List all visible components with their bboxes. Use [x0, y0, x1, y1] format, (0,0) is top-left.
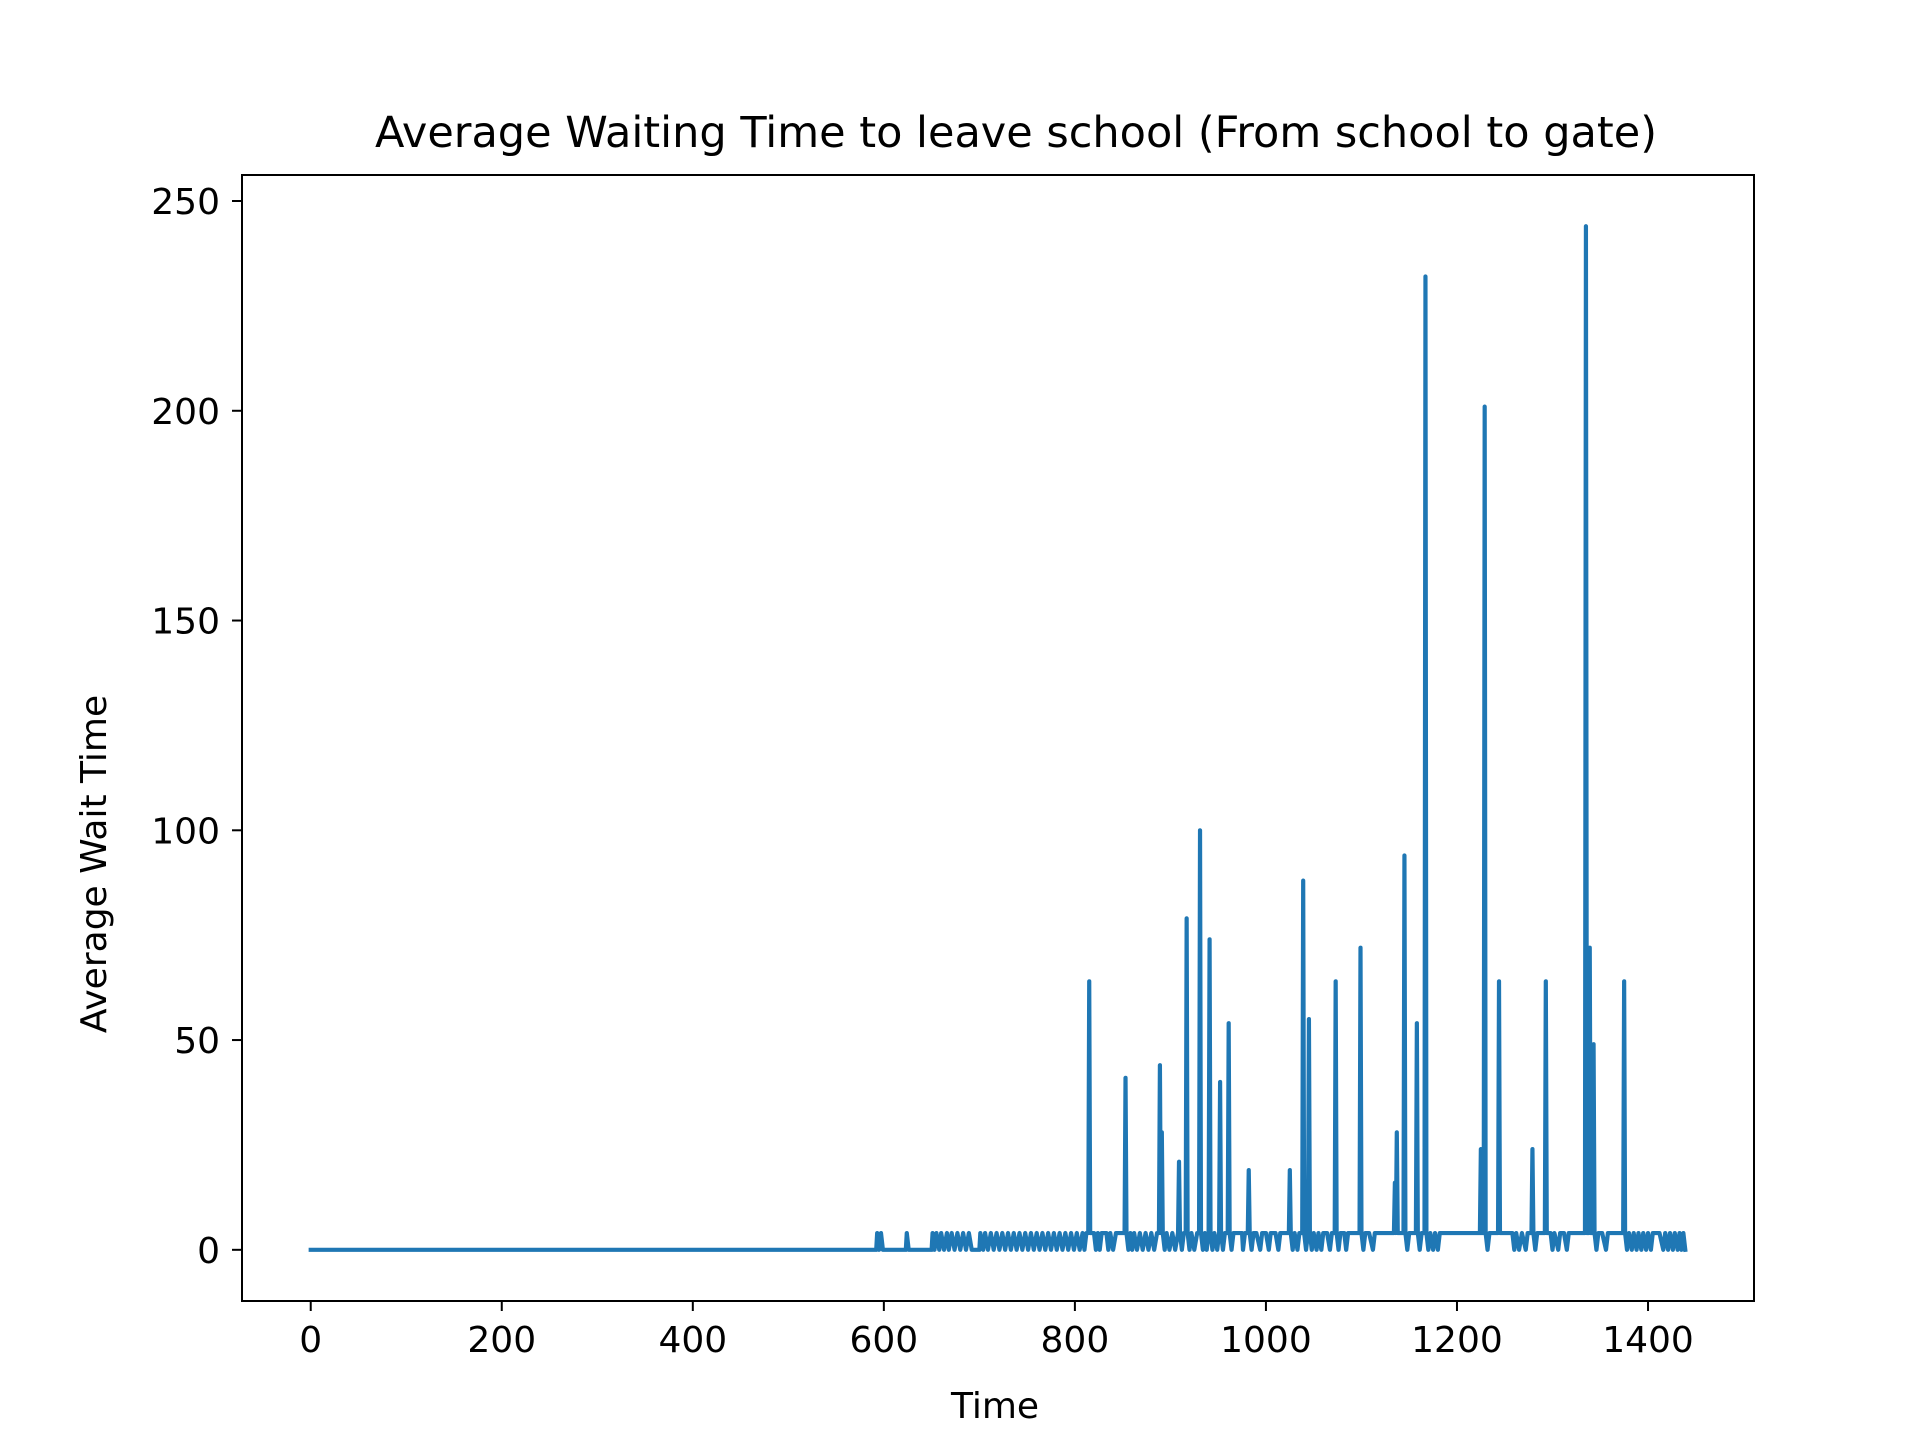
x-tick-label: 0 [299, 1320, 322, 1361]
x-tick-label: 400 [658, 1320, 727, 1361]
y-tick-label: 250 [151, 182, 220, 223]
y-tick-label: 100 [151, 811, 220, 852]
x-axis-label: Time [950, 1386, 1039, 1427]
y-tick-label: 50 [174, 1021, 220, 1062]
chart-title: Average Waiting Time to leave school (Fr… [375, 108, 1657, 158]
x-tick-label: 1000 [1220, 1320, 1312, 1361]
y-tick-label: 200 [151, 392, 220, 433]
y-axis: 0 50 100 150 200 250 [151, 182, 242, 1272]
data-series-line [308, 224, 1688, 1253]
y-tick-label: 150 [151, 602, 220, 643]
x-axis: 0 200 400 600 800 1000 1200 1400 [299, 1301, 1694, 1361]
x-tick-label: 800 [1041, 1320, 1110, 1361]
x-tick-label: 600 [849, 1320, 918, 1361]
axes-frame [241, 174, 1755, 1302]
series-line-0 [308, 224, 1688, 1253]
x-tick-label: 200 [467, 1320, 536, 1361]
y-tick-label: 0 [197, 1231, 220, 1272]
y-axis-label: Average Wait Time [74, 695, 115, 1033]
x-tick-label: 1200 [1411, 1320, 1503, 1361]
x-tick-label: 1400 [1602, 1320, 1694, 1361]
